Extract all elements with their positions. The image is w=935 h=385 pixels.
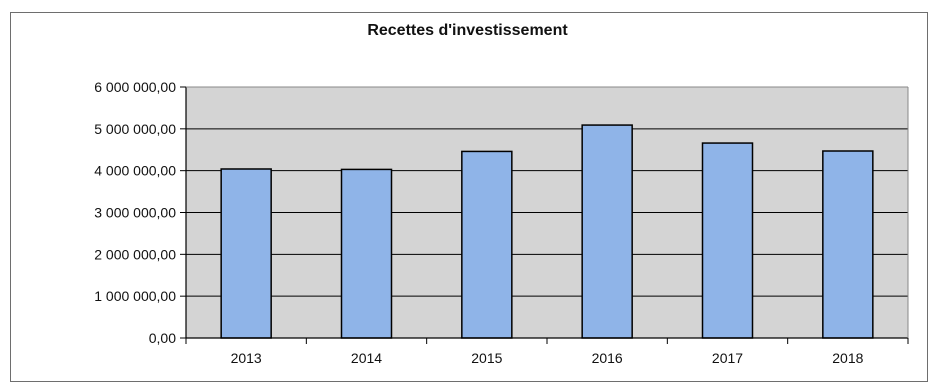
bar [461, 150, 513, 339]
bar [220, 168, 272, 339]
x-tick-label: 2013 [231, 350, 262, 366]
y-tick-label: 1 000 000,00 [94, 288, 176, 304]
y-tick-label: 0,00 [149, 330, 176, 346]
y-tick-label: 4 000 000,00 [94, 163, 176, 179]
bar [581, 124, 633, 339]
y-tick-label: 2 000 000,00 [94, 246, 176, 262]
x-tick-label: 2017 [712, 350, 743, 366]
chart-title: Recettes d'investissement [367, 22, 568, 39]
y-tick-label: 6 000 000,00 [94, 79, 176, 95]
x-tick-label: 2014 [351, 350, 382, 366]
x-tick-label: 2015 [471, 350, 502, 366]
y-tick-label: 3 000 000,00 [94, 205, 176, 221]
y-tick-label: 5 000 000,00 [94, 121, 176, 137]
bar [701, 142, 754, 339]
x-tick-label: 2016 [592, 350, 623, 366]
bar [822, 150, 874, 339]
x-tick-label: 2018 [832, 350, 863, 366]
bar [340, 168, 393, 339]
